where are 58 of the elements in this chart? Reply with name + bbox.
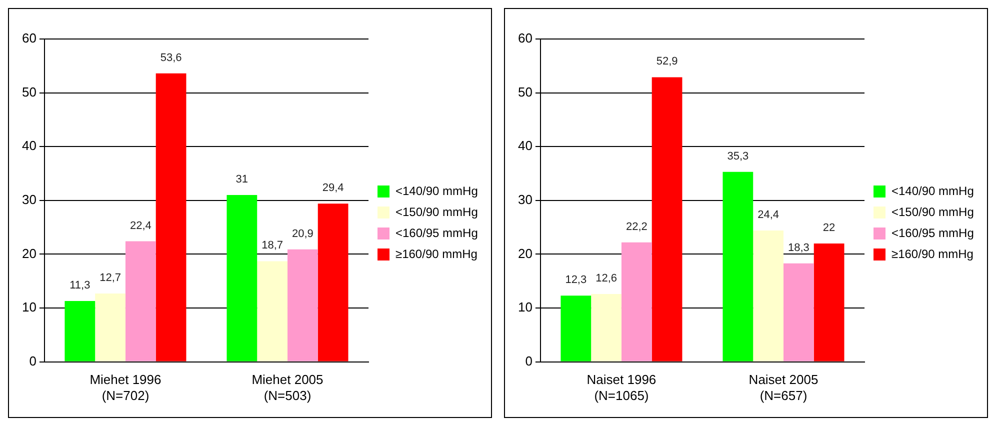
data-label: 12,6 (596, 272, 617, 285)
legend-label: ≥160/90 mmHg (396, 246, 478, 261)
data-label: 12,7 (100, 272, 121, 284)
bar (125, 241, 156, 362)
x-tick-label: Miehet 1996 (N=702) (90, 372, 162, 403)
data-label: 22 (822, 222, 836, 234)
bar (287, 249, 318, 362)
y-tick-label: 50 (518, 84, 532, 100)
bar (722, 172, 754, 362)
y-tick-label: 60 (518, 30, 532, 46)
legend-label: <150/90 mmHg (396, 204, 478, 219)
y-tick-label: 30 (22, 192, 36, 207)
y-tick-label: 40 (22, 138, 36, 154)
y-tick-label: 40 (518, 138, 532, 154)
bar (257, 261, 288, 362)
y-tick-label: 20 (22, 246, 36, 261)
bar (814, 243, 844, 362)
y-tick-label: 0 (29, 353, 36, 368)
bar (652, 77, 682, 362)
y-tick-label: 10 (518, 300, 532, 315)
x-tick-label: Miehet 2005 (N=503) (252, 372, 324, 403)
data-label: 11,3 (70, 280, 90, 292)
legend-label: <160/95 mmHg (396, 226, 478, 240)
bar (95, 293, 126, 362)
data-label: 22,2 (626, 220, 648, 233)
data-label: 18,3 (788, 242, 810, 254)
y-tick-label: 10 (22, 300, 36, 315)
data-label: 29,4 (322, 182, 344, 194)
legend-label: <160/95 mmHg (892, 226, 974, 240)
bar (753, 230, 784, 362)
legend-label: ≥160/90 mmHg (892, 246, 974, 261)
bar (156, 73, 186, 362)
bar (226, 195, 258, 362)
bar (560, 296, 592, 362)
legend-label: <140/90 mmHg (892, 184, 974, 198)
data-label: 31 (236, 174, 248, 186)
bar (591, 294, 622, 362)
data-label: 18,7 (262, 240, 284, 252)
data-label: 22,4 (130, 220, 152, 232)
bar (783, 263, 814, 362)
x-tick-label: Naiset 2005 (N=657) (748, 372, 818, 403)
bar (64, 301, 96, 362)
bar (621, 242, 652, 362)
data-label: 52,9 (656, 56, 678, 68)
data-label: 35,3 (727, 150, 749, 162)
x-tick-label: Naiset 1996 (N=1065) (586, 372, 656, 403)
y-tick-label: 60 (22, 30, 36, 46)
bar (318, 204, 348, 362)
data-label: 12,3 (565, 274, 587, 286)
legend-label: <150/90 mmHg (892, 204, 974, 219)
y-tick-label: 50 (22, 84, 36, 100)
y-tick-label: 20 (518, 246, 532, 261)
data-label: 20,9 (292, 228, 314, 240)
data-label: 24,4 (758, 209, 780, 222)
data-label: 53,6 (160, 52, 182, 64)
y-tick-label: 30 (518, 192, 532, 207)
legend-label: <140/90 mmHg (396, 184, 478, 198)
y-tick-label: 0 (525, 353, 532, 368)
